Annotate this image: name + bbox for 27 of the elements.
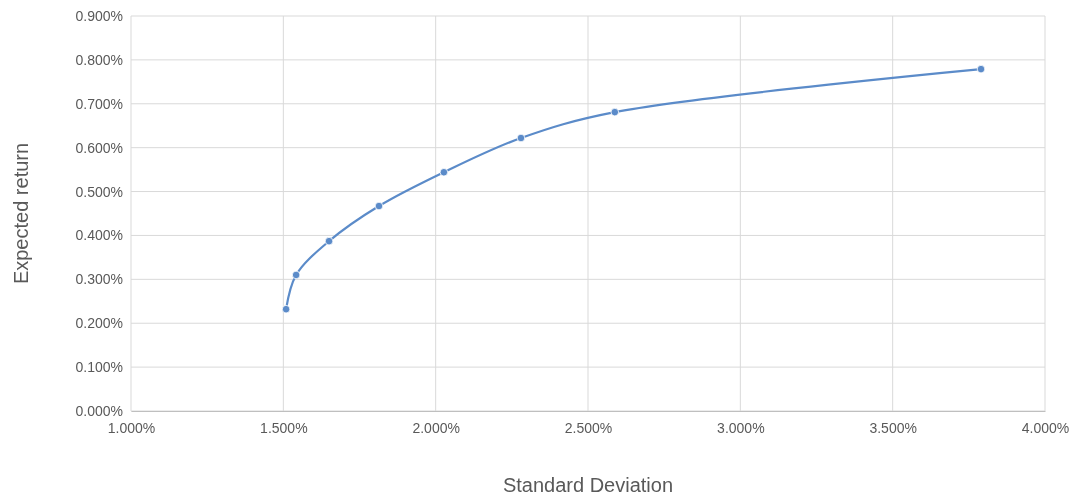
x-tick-label: 3.500% <box>869 419 917 436</box>
point <box>291 270 301 280</box>
point <box>374 201 384 211</box>
x-axis-title: Standard Deviation <box>502 474 674 496</box>
point <box>976 64 986 74</box>
y-axis-title: Expected return <box>10 142 32 285</box>
x-tick-label: 1.000% <box>107 419 156 436</box>
point <box>324 236 334 246</box>
x-tick-label: 2.000% <box>412 419 460 436</box>
x-tick-label: 2.500% <box>564 419 613 436</box>
y-tick-label: 0.900% <box>75 7 123 24</box>
y-tick-label: 0.700% <box>75 95 123 112</box>
point <box>610 107 620 117</box>
point <box>439 168 449 177</box>
y-tick-label: 0.500% <box>75 183 123 200</box>
point <box>281 304 291 314</box>
point <box>516 133 526 143</box>
y-tick-label: 0.800% <box>75 51 123 68</box>
y-tick-label: 0.100% <box>75 359 123 376</box>
y-tick-label: 0.300% <box>75 271 123 288</box>
y-tick-label: 0.200% <box>75 315 123 332</box>
y-tick-label: 0.600% <box>75 139 123 156</box>
y-tick-label: 0.400% <box>75 227 123 244</box>
x-tick-label: 4.000% <box>1021 419 1070 436</box>
x-tick-label: 1.500% <box>260 419 308 436</box>
y-tick-label: 0.000% <box>75 402 123 419</box>
x-tick-label: 3.000% <box>717 419 765 436</box>
